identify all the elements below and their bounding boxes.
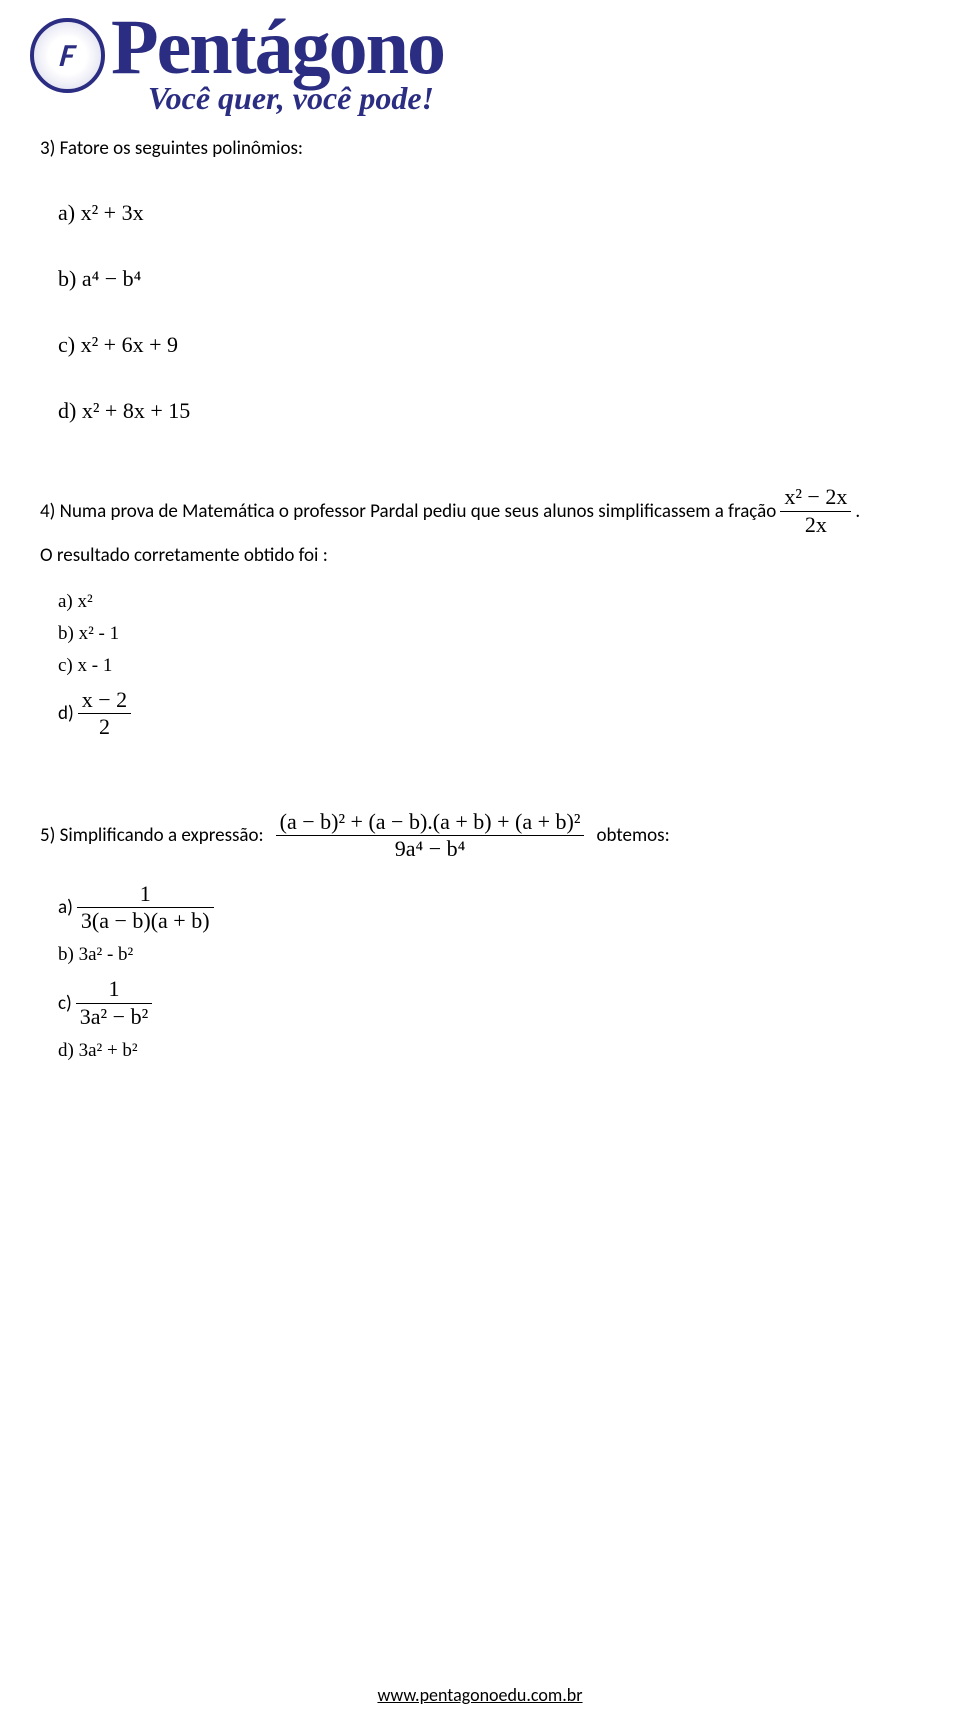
q5-prompt-row: 5) Simplificando a expressão: (a − b)² +… [40,809,920,863]
q5-opt-a-num: 1 [136,881,155,907]
q5-fraction: (a − b)² + (a − b).(a + b) + (a + b)² 9a… [276,809,585,863]
q5-den: 9a⁴ − b⁴ [391,836,470,862]
q4-opt-d-den: 2 [95,714,114,740]
q4-line2: O resultado corretamente obtido foi : [40,544,920,567]
q4-opt-d-frac: x − 2 2 [78,687,131,741]
logo-seal-letter: F [57,36,77,75]
q5-num: (a − b)² + (a − b).(a + b) + (a + b)² [276,809,585,835]
q5-opt-c-den: 3a² − b² [76,1004,152,1030]
q5-opt-c-frac: 1 3a² − b² [76,976,152,1030]
q5-opt-a-label: a) [58,896,73,919]
q3-expr-c: c) x² + 6x + 9 [58,332,920,358]
q4-opt-d-label: d) [58,702,74,725]
q5-opt-c-label: c) [58,992,72,1015]
logo-header: F Pentágono Você quer, você pode! [30,0,930,117]
q4-opt-a: a) x² [58,591,920,613]
q3-prompt: 3) Fatore os seguintes polinômios: [40,137,920,160]
q4-opt-c: c) x - 1 [58,655,920,677]
logo-tagline: Você quer, você pode! [111,80,444,117]
q3-expr-a: a) x² + 3x [58,200,920,226]
q5-opt-d: d) 3a² + b² [58,1040,920,1062]
q4-prompt-row: 4) Numa prova de Matemática o professor … [40,484,920,538]
q4-opt-d: d) x − 2 2 [58,687,920,741]
q4-opt-b: b) x² - 1 [58,623,920,645]
document-body: 3) Fatore os seguintes polinômios: a) x²… [30,137,930,1062]
q5-opt-a: a) 1 3(a − b)(a + b) [58,881,920,935]
q5-opt-c-num: 1 [104,976,123,1002]
q5-opt-a-den: 3(a − b)(a + b) [77,908,214,934]
q5-trail: obtemos: [596,824,669,847]
q4-frac-num: x² − 2x [780,484,851,510]
q4-frac-den: 2x [801,512,831,538]
q4-prompt-post: . [855,500,860,523]
q4-fraction: x² − 2x 2x [780,484,851,538]
footer-url: www.pentagonoedu.com.br [377,1684,582,1706]
q4-prompt-pre: 4) Numa prova de Matemática o professor … [40,500,776,523]
footer: www.pentagonoedu.com.br [0,1684,960,1706]
q4-opt-d-num: x − 2 [78,687,131,713]
logo-name: Pentágono [111,12,444,82]
q5-opt-c: c) 1 3a² − b² [58,976,920,1030]
q3-expr-b: b) a⁴ − b⁴ [58,266,920,292]
logo-seal: F [30,18,105,93]
q3-expr-d: d) x² + 8x + 15 [58,398,920,424]
q5-opt-a-frac: 1 3(a − b)(a + b) [77,881,214,935]
logo-text-block: Pentágono Você quer, você pode! [111,12,444,117]
q5-lead: 5) Simplificando a expressão: [40,824,264,847]
q5-opt-b: b) 3a² - b² [58,944,920,966]
